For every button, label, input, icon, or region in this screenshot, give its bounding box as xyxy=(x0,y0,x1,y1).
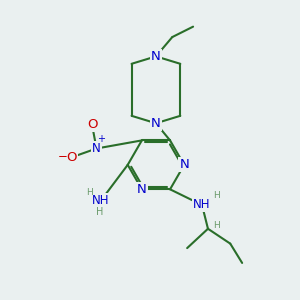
Text: N: N xyxy=(92,142,101,155)
Text: H: H xyxy=(214,221,220,230)
Text: +: + xyxy=(97,134,105,144)
Text: H: H xyxy=(96,207,103,218)
Text: −: − xyxy=(58,150,68,163)
Text: O: O xyxy=(87,118,97,131)
Text: NH: NH xyxy=(193,199,211,212)
Text: N: N xyxy=(151,50,161,63)
Text: H: H xyxy=(214,191,220,200)
Text: NH: NH xyxy=(92,194,110,207)
Text: H: H xyxy=(86,188,93,197)
Text: N: N xyxy=(179,158,189,171)
Text: N: N xyxy=(137,183,147,196)
Text: N: N xyxy=(151,117,161,130)
Text: O: O xyxy=(66,151,76,164)
